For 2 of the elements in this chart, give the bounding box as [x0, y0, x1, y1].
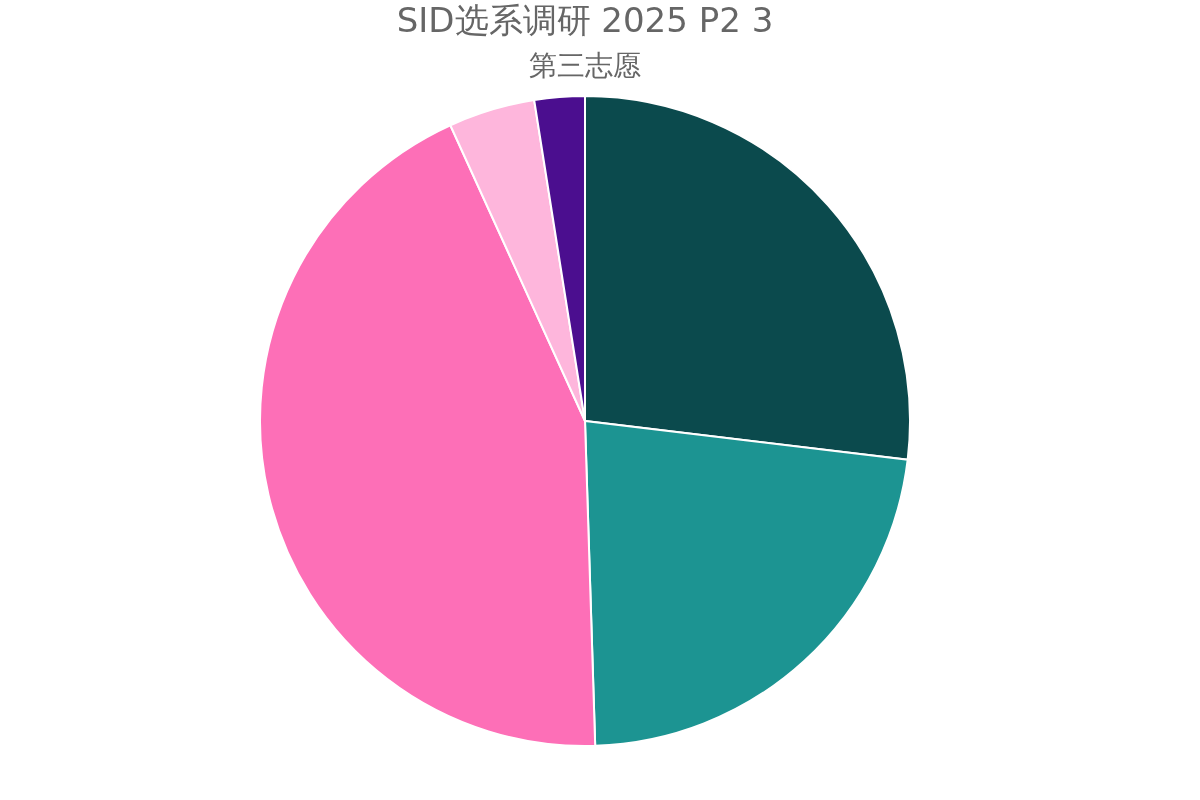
chart-title: SID选系调研 2025 P2 3	[396, 0, 774, 40]
chart-subtitle: 第三志愿	[529, 49, 641, 82]
